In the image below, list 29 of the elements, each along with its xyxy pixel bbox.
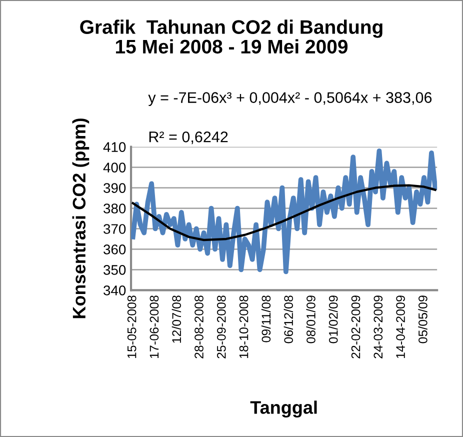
x-tick-label: 05/05/09 bbox=[418, 296, 428, 344]
x-axis-title: Tanggal bbox=[250, 400, 317, 418]
text: y = -7E-06x³ + 0,004x² - 0,5064x + 383,06 bbox=[148, 92, 432, 106]
line-series bbox=[132, 184, 436, 242]
x-tick-label: 15-05-2008 bbox=[127, 296, 136, 358]
y-tick-label: 400 bbox=[103, 162, 126, 172]
y-tick-label: 350 bbox=[104, 265, 126, 275]
x-tick-label: 01/02/09 bbox=[328, 296, 338, 344]
chart-title: Grafik Tahunan CO2 di Bandung 15 Mei 2008 - 19 Mei 2009 bbox=[80, 20, 382, 54]
x-tick-label: 28-08-2008 bbox=[194, 296, 204, 358]
y-tick-label: 380 bbox=[104, 204, 126, 214]
x-tick-label: 06/12/08 bbox=[284, 296, 294, 344]
x-tick-label: 18-10-2008 bbox=[239, 296, 248, 358]
x-tick-label: 09/11/08 bbox=[261, 296, 271, 342]
line-series bbox=[131, 148, 438, 274]
y-tick-label: 360 bbox=[104, 244, 126, 254]
y-tick-label: 390 bbox=[104, 183, 126, 193]
y-axis-title: Konsentrasi CO2 (ppm) bbox=[72, 118, 90, 318]
x-tick-label: 08/01/09 bbox=[306, 296, 316, 344]
x-tick-label: 25-09-2008 bbox=[216, 296, 226, 358]
x-tick-label: 22-02-2009 bbox=[351, 296, 360, 358]
text: R² = 0,6242 bbox=[149, 132, 228, 144]
y-tick-label: 410 bbox=[103, 142, 126, 152]
y-tick-label: 340 bbox=[104, 286, 126, 296]
y-tick-label: 370 bbox=[104, 224, 126, 234]
x-tick-label: 14-04-2009 bbox=[396, 296, 405, 358]
x-tick-label: 17-06-2008 bbox=[150, 296, 159, 358]
x-tick-label: 24-03-2009 bbox=[374, 296, 383, 358]
x-tick-label: 12/07/08 bbox=[172, 296, 182, 343]
